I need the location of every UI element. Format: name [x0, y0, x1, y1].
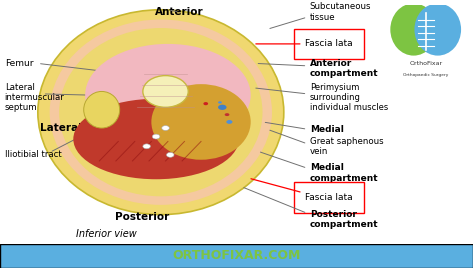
Ellipse shape — [414, 3, 461, 56]
Ellipse shape — [390, 3, 437, 56]
Ellipse shape — [166, 152, 174, 157]
Ellipse shape — [218, 101, 222, 104]
Text: Fascia lata: Fascia lata — [305, 39, 353, 49]
Text: Anterior: Anterior — [156, 7, 204, 17]
Ellipse shape — [218, 105, 227, 110]
Ellipse shape — [151, 84, 251, 160]
Text: Iliotibial tract: Iliotibial tract — [5, 150, 61, 159]
Ellipse shape — [59, 28, 263, 196]
Text: Medial
compartment: Medial compartment — [310, 163, 378, 183]
Ellipse shape — [73, 99, 239, 179]
Ellipse shape — [84, 91, 120, 128]
Text: Great saphenous
vein: Great saphenous vein — [310, 137, 384, 156]
Ellipse shape — [85, 44, 251, 146]
Text: Anterior
compartment: Anterior compartment — [310, 59, 378, 78]
Text: Posterior
compartment: Posterior compartment — [310, 210, 378, 229]
Text: Lateral: Lateral — [40, 123, 82, 133]
Text: Posterior: Posterior — [115, 212, 169, 222]
Text: Inferior view: Inferior view — [76, 229, 136, 239]
Ellipse shape — [162, 126, 169, 131]
Ellipse shape — [225, 113, 229, 116]
Text: Lateral
intermuscular
septum: Lateral intermuscular septum — [5, 83, 64, 113]
Text: Orthopaedic Surgery: Orthopaedic Surgery — [403, 73, 448, 77]
Text: ORTHOFIXAR.COM: ORTHOFIXAR.COM — [172, 250, 301, 262]
Ellipse shape — [50, 20, 272, 205]
Ellipse shape — [38, 10, 284, 215]
Text: Subcutaneous
tissue: Subcutaneous tissue — [310, 2, 371, 22]
Ellipse shape — [203, 102, 208, 105]
Ellipse shape — [143, 76, 188, 107]
Ellipse shape — [143, 144, 150, 149]
Ellipse shape — [152, 134, 160, 139]
Text: Perimysium
surrounding
individual muscles: Perimysium surrounding individual muscle… — [310, 83, 388, 113]
Text: Femur: Femur — [5, 59, 33, 68]
Text: Fascia lata: Fascia lata — [305, 193, 353, 202]
Text: OrthoFixar: OrthoFixar — [409, 61, 442, 66]
Ellipse shape — [226, 120, 233, 124]
FancyBboxPatch shape — [0, 244, 473, 268]
Text: Medial: Medial — [310, 125, 344, 134]
